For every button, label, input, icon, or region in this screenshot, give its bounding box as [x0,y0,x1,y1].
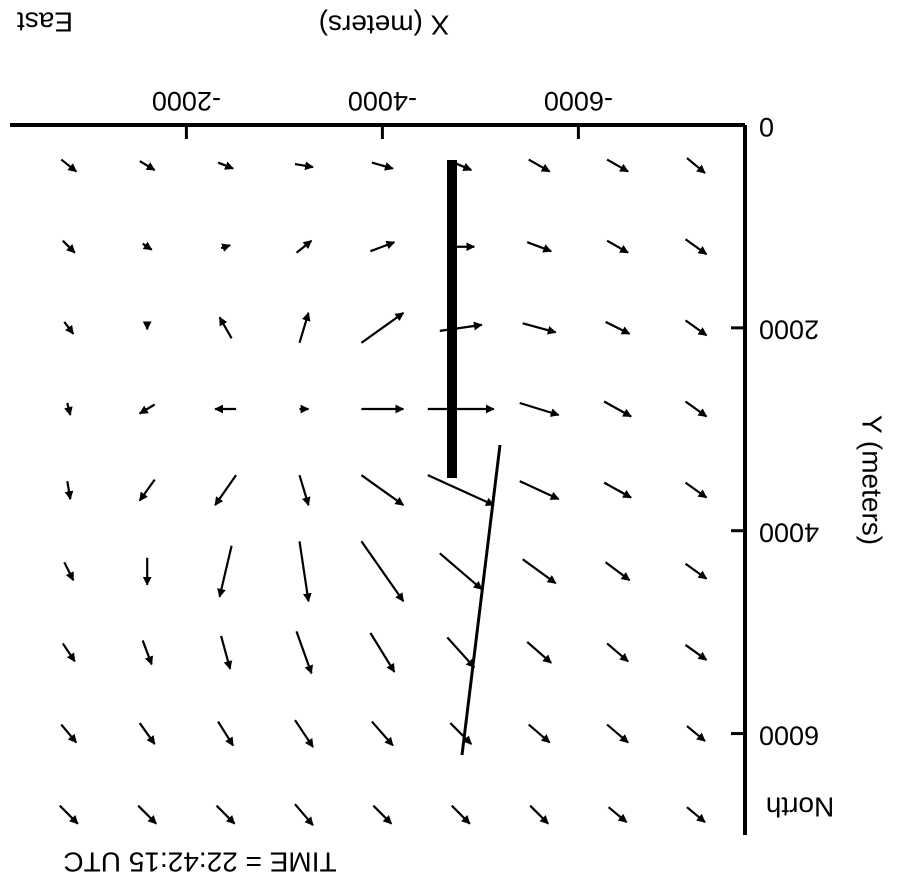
vector-arrow [294,803,314,826]
vector-arrow [298,474,311,506]
y-tick-label: 4000 [759,518,819,548]
vector-arrow [59,804,79,825]
vector-arrow [142,241,153,251]
vector-arrow [295,239,313,254]
vector-field [59,157,708,826]
vector-arrow [522,558,557,585]
vector-arrow [684,319,708,337]
vector-arrow [684,481,708,499]
vector-arrow [606,239,629,254]
vector-arrow [603,481,632,499]
vector-arrow [449,722,473,745]
vector-arrow [64,402,73,416]
vector-arrow [295,631,313,675]
vector-arrow [528,158,551,173]
vector-arrow [526,241,553,253]
vector-arrow [439,321,483,332]
vector-arrow [62,239,76,254]
vector-arrow [526,641,552,664]
vector-arrow [372,804,393,825]
x-axis-title: X (meters) [319,10,450,41]
vector-arrow [217,720,235,747]
vector-arrow [360,474,405,507]
vector-arrow [294,719,314,748]
vector-arrow [607,806,628,824]
chart-title: TIME = 22:42:15 UTC [63,847,336,878]
annotation-east: East [17,7,73,38]
vector-arrow [606,158,629,173]
vector-arrow [427,474,495,507]
vector-arrow [217,161,234,170]
vector-arrow [63,561,75,582]
vector-arrow [369,632,396,673]
vector-arrow [686,806,706,824]
vector-arrow [604,561,631,582]
vector-arrow [684,644,708,661]
y-axis-title: Y (meters) [857,415,888,545]
vector-arrow [360,311,405,344]
vector-arrow [684,238,708,256]
vector-arrow [139,160,156,172]
vector-arrow [439,552,483,591]
vector-arrow [64,480,74,501]
vector-arrow [370,240,396,253]
x-tick-label: -6000 [544,86,613,116]
vector-arrow [298,312,311,344]
vector-arrow [138,722,156,745]
vector-arrow [217,545,233,598]
vector-arrow [684,562,708,580]
track-line [460,444,502,756]
vector-arrow [446,636,476,669]
x-tick-label: -2000 [152,86,221,116]
vector-arrow [605,320,631,335]
vector-arrow [60,158,77,173]
vector-arrow [686,157,706,174]
vector-arrow [519,480,560,501]
vector-arrow [684,400,708,418]
vector-arrow [522,322,557,335]
x-tick-label: -4000 [348,86,417,116]
vector-arrow [298,541,312,603]
vector-arrow [451,804,471,825]
vector-arrow [138,479,156,502]
vector-arrow [294,161,314,171]
vector-arrow [220,635,233,670]
vector-arrow [141,640,154,666]
vector-arrow [603,400,632,418]
vector-arrow [686,725,706,742]
vector-arrow [606,723,629,744]
vector-arrow [214,474,238,506]
vector-arrow [527,723,551,744]
vector-arrow [371,720,394,747]
annotation-north: North [766,792,834,823]
y-tick-label: 6000 [759,720,819,750]
vector-arrow [60,723,78,744]
vector-arrow [215,804,236,825]
vector-arrow [218,316,233,339]
vector-arrow [138,403,156,415]
y-tick-label: 0 [759,112,774,142]
vector-arrow [360,540,405,603]
vector-arrow [137,804,157,825]
vector-arrow [61,642,76,663]
vector-arrow [220,243,231,252]
vector-arrow [529,804,549,825]
vector-arrow [519,401,560,417]
y-tick-label: 2000 [759,315,819,345]
vector-arrow [606,642,629,663]
vector-arrow [63,321,75,335]
vector-arrow [371,161,394,171]
